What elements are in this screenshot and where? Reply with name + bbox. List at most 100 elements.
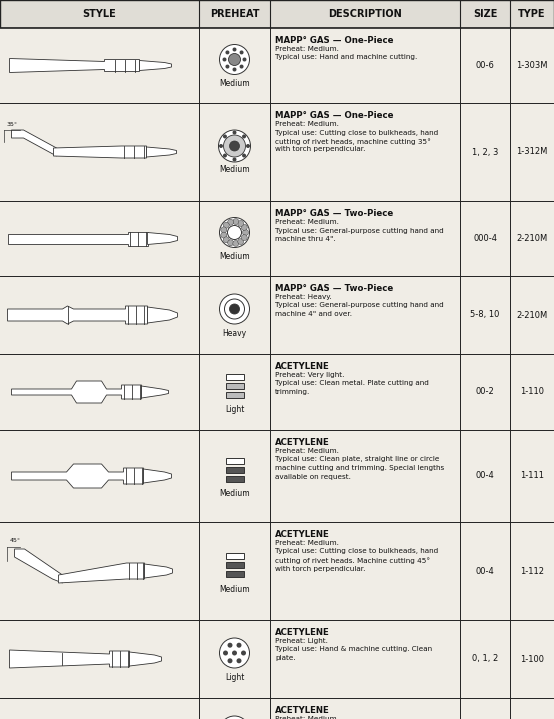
Text: available on request.: available on request. — [275, 474, 351, 480]
Circle shape — [225, 50, 229, 55]
Text: Preheat: Medium.: Preheat: Medium. — [275, 716, 339, 719]
Circle shape — [229, 141, 239, 151]
Circle shape — [242, 134, 246, 139]
Polygon shape — [141, 386, 168, 398]
Text: ACETYLENE: ACETYLENE — [275, 362, 330, 371]
Text: 1-111: 1-111 — [520, 472, 544, 480]
Bar — [0, 0, 554, 28]
Text: ACETYLENE: ACETYLENE — [275, 530, 330, 539]
Text: Preheat: Medium.: Preheat: Medium. — [275, 540, 339, 546]
Text: Medium: Medium — [219, 165, 250, 175]
Circle shape — [238, 221, 244, 226]
Text: 1, 2, 3: 1, 2, 3 — [472, 147, 498, 157]
Text: 2-210M: 2-210M — [516, 311, 547, 319]
Text: MAPP° GAS — One-Piece: MAPP° GAS — One-Piece — [275, 111, 393, 120]
Circle shape — [219, 144, 223, 148]
Polygon shape — [8, 306, 147, 324]
Circle shape — [233, 219, 239, 224]
Text: MAPP° GAS — Two-Piece: MAPP° GAS — Two-Piece — [275, 284, 393, 293]
Text: Preheat: Light.: Preheat: Light. — [275, 638, 328, 644]
Polygon shape — [143, 469, 172, 483]
Circle shape — [241, 651, 246, 656]
Text: 00-6: 00-6 — [475, 61, 494, 70]
Circle shape — [223, 651, 228, 656]
Text: Light: Light — [225, 406, 244, 414]
Text: machine 4" and over.: machine 4" and over. — [275, 311, 352, 317]
Text: PREHEAT: PREHEAT — [210, 9, 259, 19]
Text: Typical use: General-purpose cutting hand and: Typical use: General-purpose cutting han… — [275, 303, 444, 308]
Polygon shape — [140, 60, 172, 70]
Text: Preheat: Medium.: Preheat: Medium. — [275, 219, 339, 225]
Text: 1-303M: 1-303M — [516, 61, 548, 70]
Circle shape — [233, 157, 237, 162]
Text: 1-100: 1-100 — [520, 654, 544, 664]
Text: Preheat: Very light.: Preheat: Very light. — [275, 372, 345, 378]
Text: Preheat: Medium.: Preheat: Medium. — [275, 448, 339, 454]
Bar — [0, 201, 554, 276]
Text: Typical use: Cutting close to bulkheads, hand: Typical use: Cutting close to bulkheads,… — [275, 129, 438, 135]
Circle shape — [219, 218, 249, 247]
Circle shape — [228, 219, 234, 225]
Circle shape — [242, 154, 246, 157]
Text: 1-112: 1-112 — [520, 567, 544, 575]
Bar — [225, 458, 244, 464]
Text: machine thru 4".: machine thru 4". — [275, 236, 336, 242]
Bar — [0, 430, 554, 522]
Circle shape — [218, 130, 250, 162]
Text: Preheat: Medium.: Preheat: Medium. — [275, 46, 339, 52]
Text: MAPP° GAS — One-Piece: MAPP° GAS — One-Piece — [275, 36, 393, 45]
Polygon shape — [145, 564, 172, 578]
Bar — [225, 562, 244, 568]
Bar — [0, 28, 554, 103]
Circle shape — [233, 131, 237, 134]
Bar — [225, 467, 244, 473]
Bar — [0, 354, 554, 430]
Text: Typical use: Cutting close to bulkheads, hand: Typical use: Cutting close to bulkheads,… — [275, 549, 438, 554]
Bar — [0, 620, 554, 698]
Text: with torch perpendicular.: with torch perpendicular. — [275, 147, 366, 152]
Text: Medium: Medium — [219, 490, 250, 498]
Bar — [225, 553, 244, 559]
Text: Typical use: General-purpose cutting hand and: Typical use: General-purpose cutting han… — [275, 227, 444, 234]
Bar — [225, 374, 244, 380]
Text: 35°: 35° — [7, 122, 18, 127]
Text: machine cutting and trimming. Special lengths: machine cutting and trimming. Special le… — [275, 465, 444, 471]
Bar — [0, 698, 554, 719]
Text: Typical use: Clean plate, straight line or circle: Typical use: Clean plate, straight line … — [275, 457, 439, 462]
Text: TYPE: TYPE — [518, 9, 546, 19]
Text: 2-210M: 2-210M — [516, 234, 547, 243]
Text: Typical use: Clean metal. Plate cutting and: Typical use: Clean metal. Plate cutting … — [275, 380, 429, 387]
Circle shape — [228, 53, 240, 65]
Polygon shape — [12, 381, 141, 403]
Text: plate.: plate. — [275, 655, 296, 661]
Circle shape — [221, 227, 227, 233]
Circle shape — [228, 643, 233, 648]
Circle shape — [219, 716, 249, 719]
Circle shape — [241, 234, 247, 241]
Text: Typical use: Hand & machine cutting. Clean: Typical use: Hand & machine cutting. Cle… — [275, 646, 432, 653]
Circle shape — [228, 659, 233, 664]
Polygon shape — [9, 58, 140, 73]
Text: 45°: 45° — [9, 539, 20, 544]
Circle shape — [219, 45, 249, 75]
Text: ACETYLENE: ACETYLENE — [275, 438, 330, 447]
Text: Medium: Medium — [219, 252, 250, 261]
Circle shape — [228, 226, 242, 239]
Polygon shape — [12, 130, 57, 156]
Circle shape — [239, 50, 244, 55]
Circle shape — [223, 135, 245, 157]
Circle shape — [223, 134, 227, 139]
Bar — [0, 103, 554, 201]
Circle shape — [229, 304, 239, 314]
Text: ACETYLENE: ACETYLENE — [275, 628, 330, 637]
Circle shape — [223, 154, 227, 157]
Polygon shape — [8, 232, 147, 245]
Bar — [0, 276, 554, 354]
Circle shape — [219, 638, 249, 668]
Text: Typical use: Hand and machine cutting.: Typical use: Hand and machine cutting. — [275, 55, 417, 60]
Polygon shape — [59, 563, 145, 583]
Circle shape — [243, 58, 247, 62]
Text: Light: Light — [225, 672, 244, 682]
Text: 5-8, 10: 5-8, 10 — [470, 311, 500, 319]
Circle shape — [233, 240, 239, 247]
